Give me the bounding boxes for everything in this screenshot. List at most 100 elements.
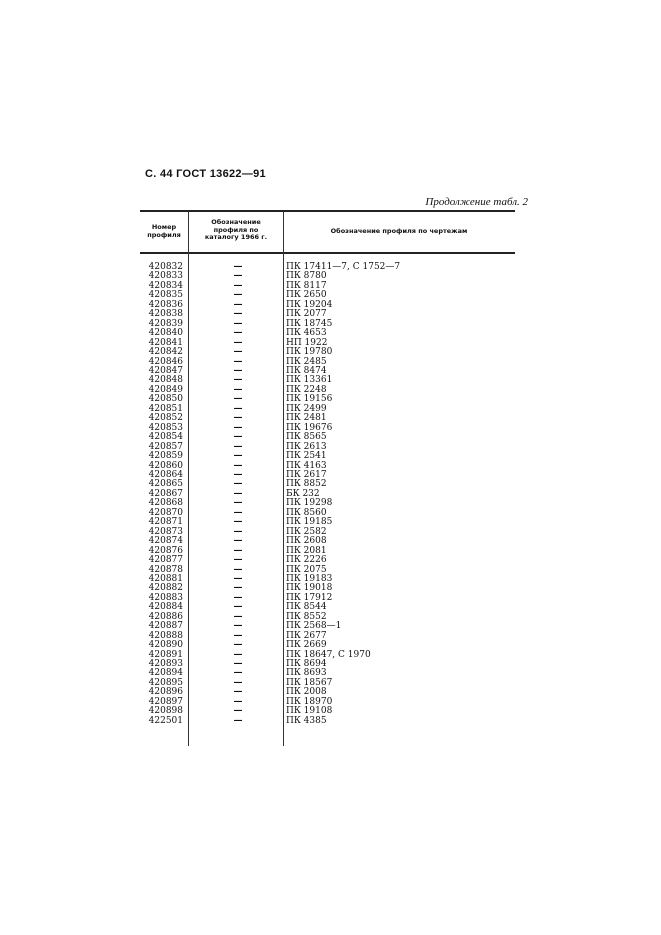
profile-number: 420849	[148, 384, 183, 395]
drawing-designation: ПК 2608	[286, 536, 327, 547]
table-row: 420867 — БК 232	[140, 488, 515, 499]
table-row: 420896 — ПК 2008	[140, 687, 515, 698]
drawing-designation: ПК 2582	[286, 526, 327, 537]
drawing-designation: ПК 2248	[286, 384, 327, 395]
drawing-designation: ПК 8544	[286, 602, 327, 613]
profile-number: 420848	[148, 375, 183, 386]
catalog-designation: —	[233, 498, 243, 509]
catalog-designation: —	[233, 403, 243, 414]
catalog-designation: —	[233, 262, 243, 272]
table-row: 420836 — ПК 19204	[140, 299, 515, 310]
profile-number: 422501	[148, 715, 183, 726]
profile-number: 420870	[148, 507, 183, 518]
catalog-designation: —	[233, 545, 243, 556]
catalog-designation: —	[233, 375, 243, 386]
profile-number: 420873	[148, 526, 183, 537]
catalog-designation: —	[233, 318, 243, 329]
drawing-designation: ПК 2677	[286, 630, 327, 641]
catalog-designation: —	[233, 517, 243, 528]
catalog-designation: —	[233, 507, 243, 518]
catalog-designation: —	[233, 488, 243, 499]
profile-number: 420839	[148, 318, 183, 329]
profile-number: 420847	[148, 365, 183, 376]
drawing-designation: ПК 4653	[286, 328, 327, 339]
drawing-designation: ПК 8694	[286, 659, 327, 670]
drawing-designation: ПК 19780	[286, 347, 333, 358]
drawing-designation: ПК 19183	[286, 573, 333, 584]
profile-number: 420851	[148, 403, 183, 414]
profile-number: 420881	[148, 573, 183, 584]
drawing-designation: ПК 19298	[286, 498, 333, 509]
drawing-designation: ПК 2669	[286, 640, 327, 651]
profile-number: 420836	[148, 299, 183, 310]
catalog-designation: —	[233, 451, 243, 462]
profile-number: 420864	[148, 469, 183, 480]
drawing-designation: ПК 19156	[286, 394, 333, 405]
table-row: 420847 — ПК 8474	[140, 365, 515, 376]
table-row: 420864 — ПК 2617	[140, 469, 515, 480]
table-row: 420881 — ПК 19183	[140, 573, 515, 584]
catalog-designation: —	[233, 469, 243, 480]
drawing-designation: ПК 17411—7, С 1752—7	[286, 262, 401, 272]
drawing-designation: ПК 19185	[286, 517, 333, 528]
drawing-designation: ПК 2568—1	[286, 621, 342, 632]
catalog-designation: —	[233, 573, 243, 584]
table-row: 420849 — ПК 2248	[140, 384, 515, 395]
table-row: 420846 — ПК 2485	[140, 357, 515, 367]
drawing-designation: ПК 2541	[286, 451, 327, 462]
profile-number: 420871	[148, 517, 183, 528]
drawing-designation: ПК 2481	[286, 413, 327, 424]
table-row: 420873 — ПК 2582	[140, 526, 515, 537]
column-header-drawings: Обозначение профиля по чертежам	[330, 227, 468, 235]
table-row: 420868 — ПК 19298	[140, 498, 515, 509]
catalog-designation: —	[233, 611, 243, 622]
drawing-designation: ПК 2499	[286, 403, 327, 414]
table-row: 420876 — ПК 2081	[140, 545, 515, 556]
profile-number: 420876	[148, 545, 183, 556]
catalog-designation: —	[233, 299, 243, 310]
profile-number: 420841	[148, 337, 183, 348]
catalog-designation: —	[233, 441, 243, 452]
profile-number: 420850	[148, 394, 183, 405]
table-row: 420870 — ПК 8560	[140, 507, 515, 518]
profile-number: 420859	[148, 451, 183, 462]
drawing-designation: ПК 2081	[286, 545, 327, 556]
table-row: 420833 — ПК 8780	[140, 271, 515, 281]
profile-number: 420898	[148, 706, 183, 717]
table-row: 420871 — ПК 19185	[140, 517, 515, 528]
catalog-designation: —	[233, 280, 243, 291]
catalog-designation: —	[233, 394, 243, 405]
catalog-designation: —	[233, 290, 243, 301]
catalog-designation: —	[233, 432, 243, 443]
table-row: 420834 — ПК 8117	[140, 280, 515, 291]
table-row: 420890 — ПК 2669	[140, 640, 515, 651]
catalog-designation: —	[233, 365, 243, 376]
drawing-designation: ПК 19676	[286, 422, 333, 433]
table-row: 420839 — ПК 18745	[140, 318, 515, 329]
catalog-designation: —	[233, 687, 243, 698]
table-row: 420835 — ПК 2650	[140, 290, 515, 301]
table-row: 422501 — ПК 4385	[140, 715, 515, 726]
drawing-designation: ПК 4385	[286, 715, 327, 726]
catalog-designation: —	[233, 640, 243, 651]
drawing-designation: ПК 17912	[286, 592, 333, 603]
profile-number: 420874	[148, 536, 183, 547]
table-row: 420884 — ПК 8544	[140, 602, 515, 613]
profile-number: 420896	[148, 687, 183, 698]
drawing-designation: ПК 2008	[286, 687, 327, 698]
table-row: 420857 — ПК 2613	[140, 441, 515, 452]
profile-number: 420840	[148, 328, 183, 339]
drawing-designation: БК 232	[286, 488, 320, 499]
catalog-designation: —	[233, 621, 243, 632]
table-row: 420895 — ПК 18567	[140, 678, 515, 688]
drawing-designation: ПК 18647, С 1970	[286, 649, 371, 660]
profile-number: 420868	[148, 498, 183, 509]
profile-number: 420853	[148, 422, 183, 433]
drawing-designation: ПК 13361	[286, 375, 333, 386]
drawing-designation: ПК 8560	[286, 507, 327, 518]
profile-number: 420838	[148, 309, 183, 320]
table-row: 420842 — ПК 19780	[140, 347, 515, 358]
drawing-designation: ПК 19108	[286, 706, 333, 717]
header-bottom-rule	[140, 252, 515, 254]
table-row: 420838 — ПК 2077	[140, 309, 515, 320]
